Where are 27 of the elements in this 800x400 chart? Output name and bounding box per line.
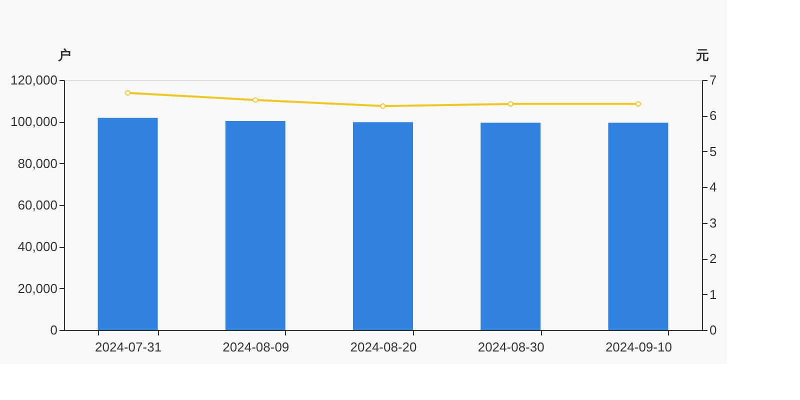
x-tick-label: 2024-07-31 <box>95 340 162 354</box>
y-axis-title: 户 <box>57 48 71 62</box>
x-tick-label: 2024-09-10 <box>605 340 672 354</box>
y-tick-label: 80,000 <box>18 156 58 171</box>
x-tick-label: 2024-08-30 <box>478 340 544 354</box>
y2-tick-label: 2 <box>710 251 717 266</box>
point <box>252 97 258 103</box>
y2-tick-label: 1 <box>710 286 717 302</box>
y-tick-label: 20,000 <box>18 280 58 296</box>
x-tick-label: 2024-08-09 <box>222 340 290 354</box>
y2-tick-label: 3 <box>710 215 717 230</box>
y2-tick-label: 4 <box>710 180 717 195</box>
point <box>508 101 514 107</box>
y-tick-label: 100,000 <box>10 114 58 130</box>
y-tick-label: 60,000 <box>18 198 58 212</box>
y2-axis-title: 元 <box>695 48 709 62</box>
x-tick-label: 2024-08-20 <box>350 340 417 354</box>
y2-tick-label: 6 <box>710 108 717 124</box>
y-tick-label: 0 <box>50 322 58 338</box>
point <box>635 101 641 107</box>
y2-tick-label: 7 <box>710 72 717 88</box>
y-tick-label: 40,000 <box>18 239 58 254</box>
point <box>125 90 131 96</box>
y2-tick-label: 5 <box>710 144 717 159</box>
y2-tick-label: 0 <box>710 322 717 338</box>
y-tick-label: 120,000 <box>10 72 58 88</box>
point <box>380 103 386 109</box>
